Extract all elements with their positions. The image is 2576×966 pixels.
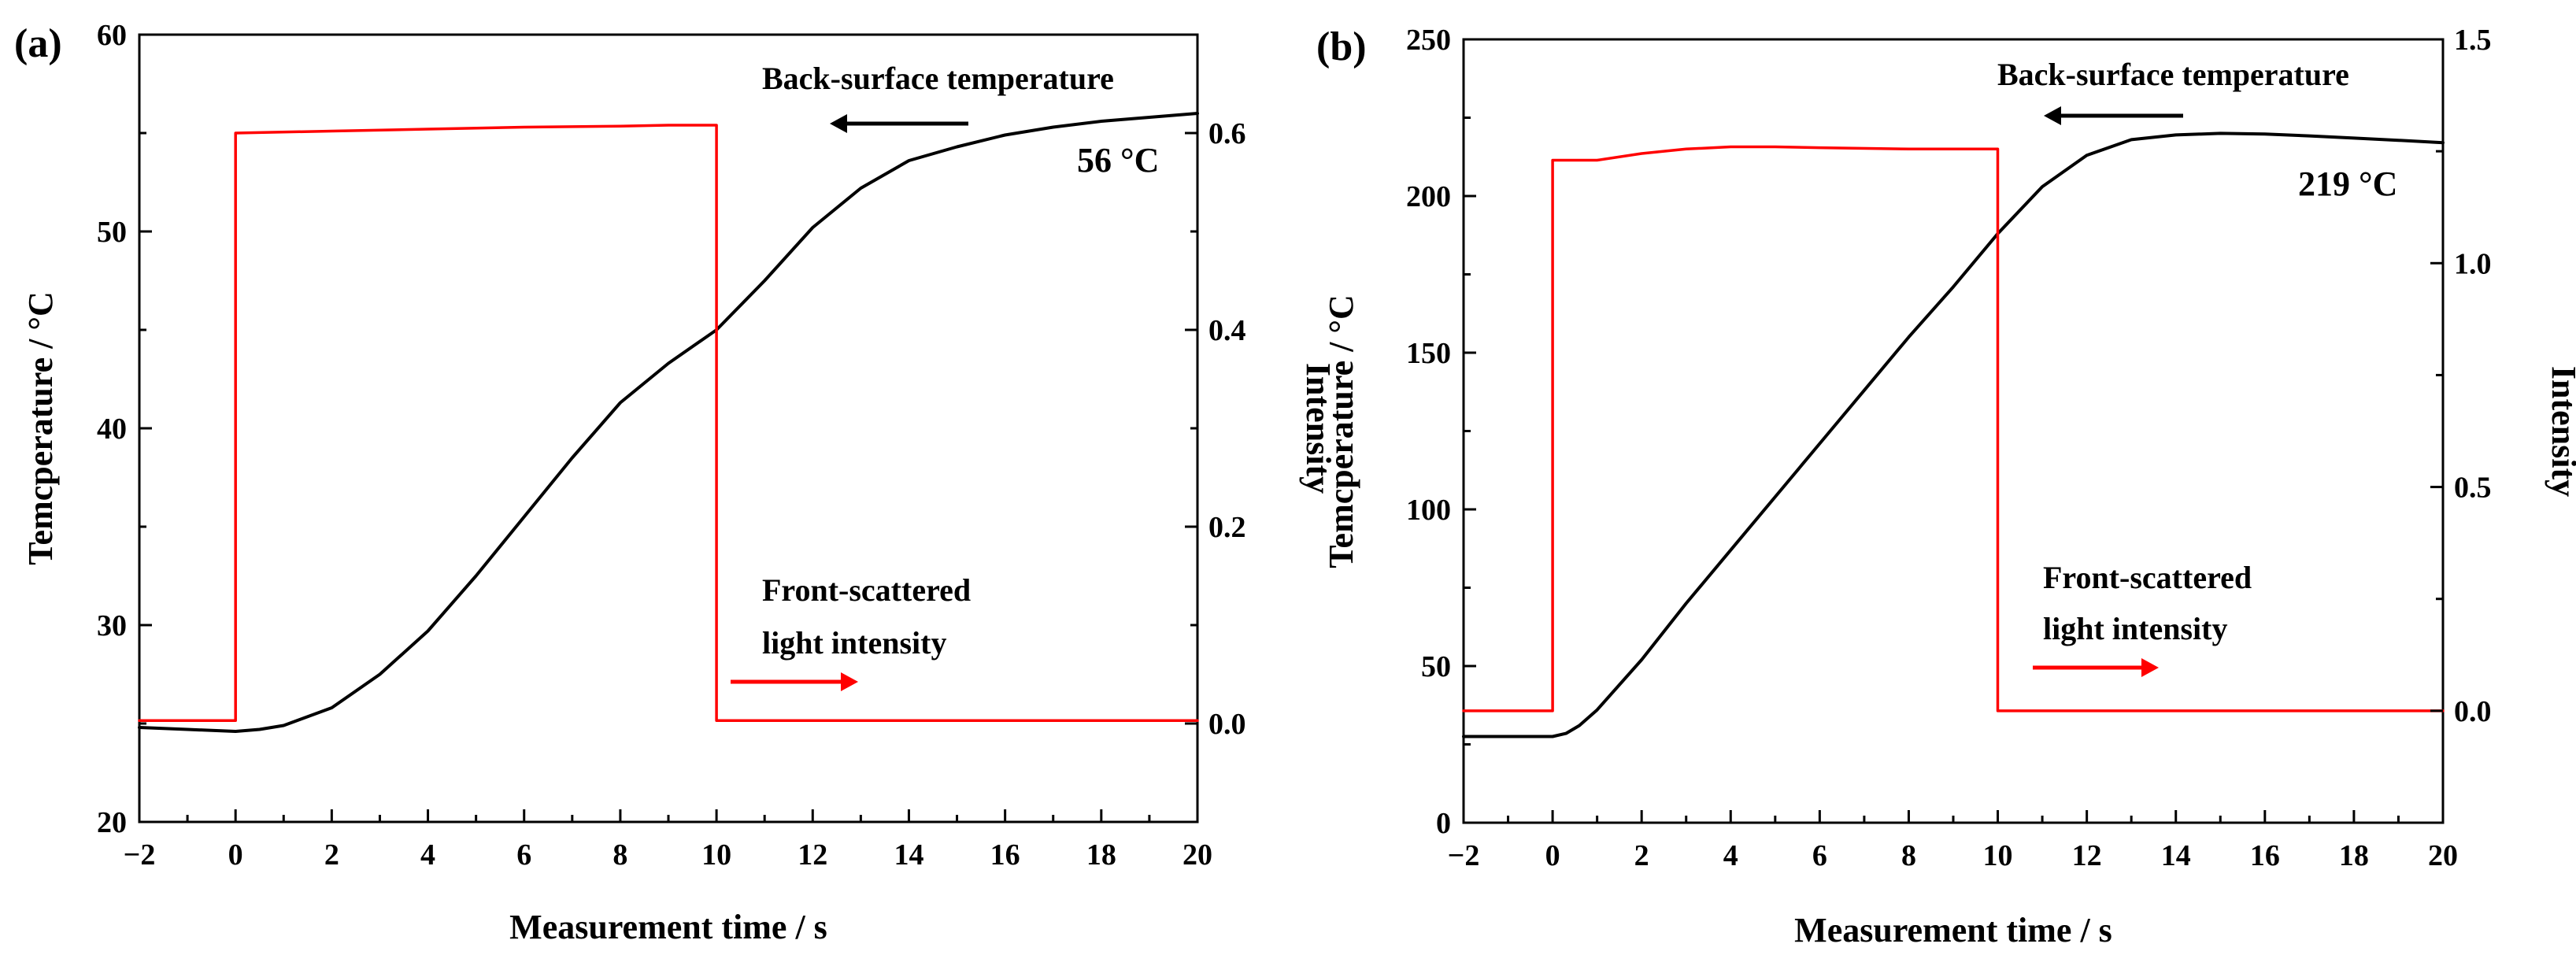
panel-b-y-right-tick-label: 1.5: [2454, 24, 2492, 57]
panel-a-x-tick-label: 2: [324, 838, 339, 872]
panel-b-series-temperature-line: [1462, 131, 2445, 738]
panel-a-x-tick-label: −2: [124, 838, 156, 872]
panel-a: (a) −2 0 2 4 6 8 10 12 14 16 18 20 20 30 40 50 60 0.0 0.2 0…: [14, 19, 1338, 946]
panel-a-x-axis-title: Measurement time / s: [509, 908, 827, 946]
panel-b-x-axis-title: Measurement time / s: [1794, 911, 2112, 949]
panel-a-y-left-tick-label: 30: [97, 609, 127, 642]
panel-a-x-tick-label: 14: [894, 838, 923, 872]
panel-a-y-right-tick-label: 0.2: [1208, 511, 1246, 544]
panel-a-intensity-legend-label-line2: light intensity: [762, 625, 946, 661]
panel-a-y-right-tick-label: 0.4: [1208, 314, 1246, 347]
panel-b-y-right-tick-label: 0.0: [2454, 695, 2492, 728]
panel-a-series-intensity-line: [138, 124, 1199, 723]
panel-b-x-tick-label: 2: [1634, 839, 1649, 872]
panel-a-y-right-tick-label: 0.0: [1208, 708, 1246, 741]
panel-b-peak-label: 219 °C: [2298, 165, 2397, 203]
panel-b-x-tick-label: 4: [1723, 839, 1738, 872]
panel-a-y-left-tick-label: 20: [97, 806, 127, 839]
panel-b-x-tick-label: 6: [1812, 839, 1827, 872]
panel-a-x-tick-label: 6: [516, 838, 531, 872]
panel-b-ticks-layer: −2 0 2 4 6 8 10 12 14 16 18 200501001502002500.00.5…: [1406, 24, 2492, 872]
panel-a-y-left-tick-label: 40: [97, 413, 127, 446]
panel-b-y-left-tick-label: 150: [1406, 337, 1451, 370]
panel-a-peak-label: 56 °C: [1077, 141, 1159, 180]
panel-b-temp-legend-arrow-head: [2044, 106, 2061, 125]
panel-b-y-left-tick-label: 50: [1421, 650, 1451, 683]
panel-a-x-tick-label: 4: [420, 838, 435, 872]
panel-a-x-tick-label: 16: [990, 838, 1020, 872]
panel-b-x-tick-label: 20: [2428, 839, 2458, 872]
panel-a-temp-legend-label: Back-surface temperature: [762, 61, 1114, 96]
panel-a-x-tick-label: 10: [701, 838, 731, 872]
panel-b: (b) −2 0 2 4 6 8 10 12 14 16 18 200501001502002500.…: [1316, 24, 2576, 949]
panel-a-intensity-legend-label-line1: Front-scattered: [762, 572, 971, 608]
panel-a-x-tick-label: 8: [613, 838, 627, 872]
panel-b-x-tick-label: 10: [1983, 839, 2013, 872]
panel-b-x-tick-label: −2: [1448, 839, 1480, 872]
panel-a-x-tick-label: 18: [1086, 838, 1116, 872]
panel-b-label: (b): [1316, 24, 1367, 69]
panel-b-series-intensity-line: [1462, 145, 2445, 712]
panel-a-y-left-tick-label: 50: [97, 216, 127, 249]
panel-b-y-right-tick-label: 1.0: [2454, 247, 2492, 280]
panel-a-series-temperature-line: [138, 112, 1199, 733]
panel-b-intensity-legend-label-line1: Front-scattered: [2043, 560, 2252, 595]
panel-a-y-left-axis-title: Temcperature / °C: [21, 291, 60, 565]
panel-a-x-tick-label: 20: [1183, 838, 1212, 872]
panel-b-y-right-tick-label: 0.5: [2454, 472, 2492, 505]
panel-b-y-left-axis-title: Temcperature / °C: [1322, 294, 1360, 568]
panel-a-intensity-legend-arrow-head: [841, 672, 858, 691]
panel-b-temp-legend-label: Back-surface temperature: [1997, 57, 2349, 92]
panel-b-intensity-legend-arrow-head: [2141, 658, 2159, 677]
panel-b-y-left-tick-label: 0: [1436, 807, 1451, 840]
panel-a-temp-legend-arrow-head: [830, 114, 847, 133]
panel-b-y-left-tick-label: 250: [1406, 24, 1451, 57]
panel-b-x-tick-label: 14: [2161, 839, 2191, 872]
panel-b-y-left-tick-label: 200: [1406, 180, 1451, 213]
panel-b-y-left-tick-label: 100: [1406, 494, 1451, 527]
panel-a-y-left-tick-label: 60: [97, 19, 127, 52]
panel-a-x-tick-label: 12: [798, 838, 827, 872]
panel-a-x-tick-label: 0: [228, 838, 243, 872]
panel-b-x-tick-label: 8: [1901, 839, 1916, 872]
panel-a-y-right-axis-title: Intensity: [1299, 363, 1338, 494]
panel-a-series-layer: [138, 112, 1199, 733]
panel-b-x-tick-label: 16: [2250, 839, 2280, 872]
panel-b-y-right-axis-title: Intensity: [2545, 366, 2576, 497]
panel-a-y-right-tick-label: 0.6: [1208, 117, 1246, 150]
panel-a-label: (a): [14, 21, 62, 66]
panel-a-plot-frame: [138, 33, 1199, 824]
panel-b-x-tick-label: 18: [2339, 839, 2369, 872]
panel-b-x-tick-label: 0: [1545, 839, 1560, 872]
panel-a-ticks-layer: −2 0 2 4 6 8 10 12 14 16 18 20 20 30 40 50 60 0.0 0.2 0.4 0.…: [97, 19, 1246, 872]
panel-b-series-layer: [1462, 131, 2445, 738]
panel-b-x-tick-label: 12: [2072, 839, 2102, 872]
panel-b-intensity-legend-label-line2: light intensity: [2043, 611, 2227, 646]
